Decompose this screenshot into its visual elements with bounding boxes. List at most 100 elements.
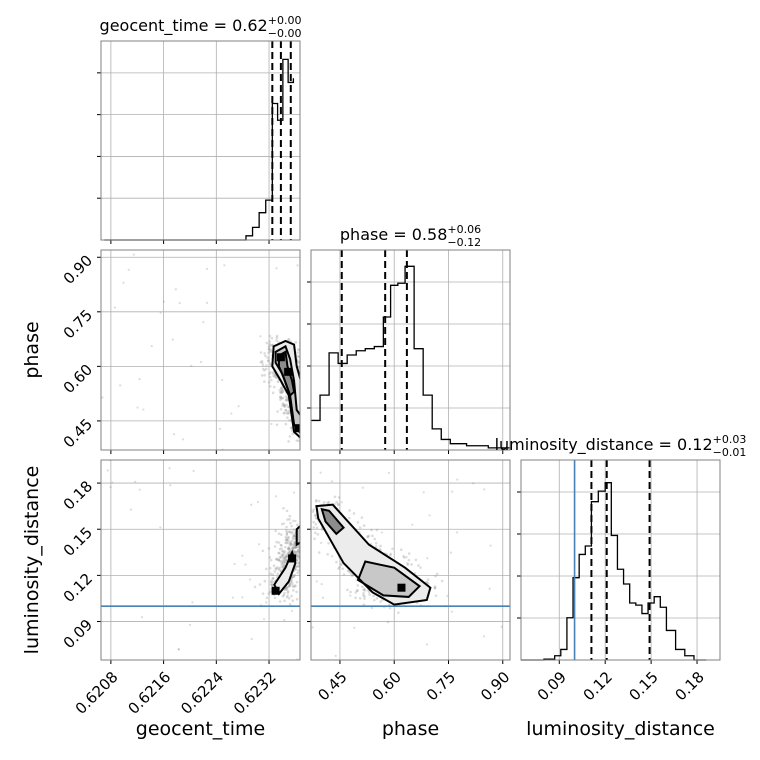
sample-point	[341, 567, 344, 571]
sample-point	[374, 545, 378, 548]
sample-point	[311, 423, 314, 426]
contour-line	[315, 503, 432, 606]
pair-panel-geocent_time-phase	[97, 249, 314, 454]
sample-point	[292, 589, 295, 592]
sample-point	[306, 546, 309, 549]
sample-point	[302, 389, 305, 392]
sample-point	[283, 599, 286, 603]
sample-point	[312, 526, 316, 529]
sample-point	[297, 569, 300, 572]
sample-point	[284, 560, 287, 563]
sample-point	[265, 567, 268, 571]
sample-point	[306, 565, 309, 568]
sample-point	[449, 551, 452, 554]
sample-point	[356, 584, 360, 587]
sample-point	[433, 585, 437, 588]
sample-point	[303, 544, 306, 547]
sample-point	[113, 306, 116, 309]
sample-point	[272, 374, 275, 378]
sample-point	[291, 537, 295, 541]
sample-point	[306, 519, 309, 522]
sample-point	[192, 469, 195, 473]
sample-point	[304, 571, 307, 574]
sample-point	[284, 555, 288, 558]
sample-point	[273, 545, 277, 548]
sample-point	[317, 551, 321, 554]
sample-point	[142, 408, 145, 411]
sample-point	[281, 390, 285, 393]
sample-point	[268, 556, 272, 559]
sample-point	[296, 559, 299, 562]
sample-point	[282, 403, 286, 406]
sample-point	[315, 580, 318, 583]
sample-point	[296, 549, 300, 552]
sample-point	[285, 398, 288, 401]
sample-point	[274, 557, 278, 561]
sample-point	[302, 396, 305, 399]
sample-point	[296, 439, 300, 443]
x-tick-label: 0.45	[314, 668, 350, 704]
sample-point	[266, 356, 270, 360]
sample-point	[293, 546, 297, 549]
sample-point	[259, 351, 263, 354]
sample-point	[340, 563, 343, 567]
sample-point	[303, 558, 306, 561]
sample-point	[347, 516, 351, 520]
sample-point	[387, 471, 390, 474]
sample-point	[293, 544, 296, 547]
sample-point	[282, 564, 286, 568]
sample-point	[301, 543, 304, 546]
sample-point	[292, 528, 296, 531]
pair-plot-area	[101, 253, 314, 450]
sample-point	[277, 541, 281, 544]
sample-point	[119, 384, 122, 387]
sample-point	[269, 349, 272, 353]
sample-point	[263, 368, 266, 372]
sample-point	[346, 588, 349, 592]
sample-point	[303, 436, 306, 439]
sample-point	[294, 546, 298, 549]
sample-point	[290, 609, 294, 612]
sample-point	[356, 521, 360, 524]
sample-point	[283, 561, 287, 565]
sample-point	[285, 530, 289, 534]
sample-point	[288, 584, 291, 588]
sample-point	[284, 395, 288, 398]
sample-point	[320, 541, 323, 544]
sample-point	[270, 336, 274, 340]
sample-point	[127, 268, 130, 271]
sample-point	[287, 547, 291, 550]
sample-point	[292, 575, 296, 578]
contour-line	[277, 350, 296, 398]
sample-point	[346, 569, 350, 573]
sample-point	[354, 591, 358, 594]
sample-point	[285, 411, 289, 415]
sample-point	[129, 508, 133, 511]
sample-point	[278, 566, 282, 570]
sample-point	[181, 438, 185, 441]
sample-point	[259, 361, 262, 364]
sample-point	[177, 648, 181, 651]
sample-point	[294, 519, 297, 523]
diag-panel-luminosity_distance: luminosity_distance = 0.12+0.03 −0.01	[495, 433, 746, 664]
sample-point	[285, 403, 288, 407]
sample-point	[302, 571, 305, 574]
sample-point	[287, 338, 290, 342]
sample-point	[277, 558, 281, 562]
sample-point	[268, 344, 271, 348]
sample-point	[280, 522, 284, 526]
sample-point	[362, 594, 365, 597]
sample-point	[305, 395, 308, 398]
sample-point	[304, 390, 307, 393]
sample-point	[111, 481, 114, 484]
sample-point	[269, 583, 273, 586]
sample-point	[278, 600, 282, 603]
sample-point	[285, 532, 289, 535]
contour-line	[320, 507, 345, 536]
histogram-phase	[311, 265, 510, 449]
sample-point	[293, 567, 297, 571]
sample-point	[297, 360, 300, 363]
sample-point	[297, 562, 300, 566]
sample-point	[300, 382, 303, 385]
axes-frame	[100, 459, 301, 661]
